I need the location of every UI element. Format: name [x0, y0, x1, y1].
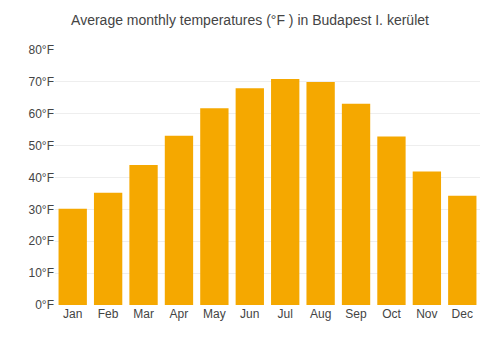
svg-text:50°F: 50°F — [29, 139, 54, 153]
svg-text:Feb: Feb — [98, 307, 119, 321]
svg-text:30°F: 30°F — [29, 203, 54, 217]
svg-text:Average monthly temperatures (: Average monthly temperatures (°F ) in Bu… — [71, 12, 429, 28]
svg-text:40°F: 40°F — [29, 171, 54, 185]
svg-text:Jan: Jan — [63, 307, 82, 321]
svg-text:Mar: Mar — [133, 307, 154, 321]
svg-text:80°F: 80°F — [29, 43, 54, 57]
svg-text:Aug: Aug — [310, 307, 331, 321]
svg-text:60°F: 60°F — [29, 107, 54, 121]
svg-text:10°F: 10°F — [29, 266, 54, 280]
svg-text:Nov: Nov — [416, 307, 437, 321]
svg-text:Dec: Dec — [452, 307, 473, 321]
svg-text:Jul: Jul — [278, 307, 293, 321]
svg-text:Apr: Apr — [170, 307, 189, 321]
svg-text:Sep: Sep — [345, 307, 367, 321]
svg-text:0°F: 0°F — [35, 298, 54, 312]
svg-text:70°F: 70°F — [29, 75, 54, 89]
svg-text:May: May — [203, 307, 226, 321]
svg-text:20°F: 20°F — [29, 234, 54, 248]
svg-text:Jun: Jun — [240, 307, 259, 321]
svg-text:Oct: Oct — [382, 307, 401, 321]
